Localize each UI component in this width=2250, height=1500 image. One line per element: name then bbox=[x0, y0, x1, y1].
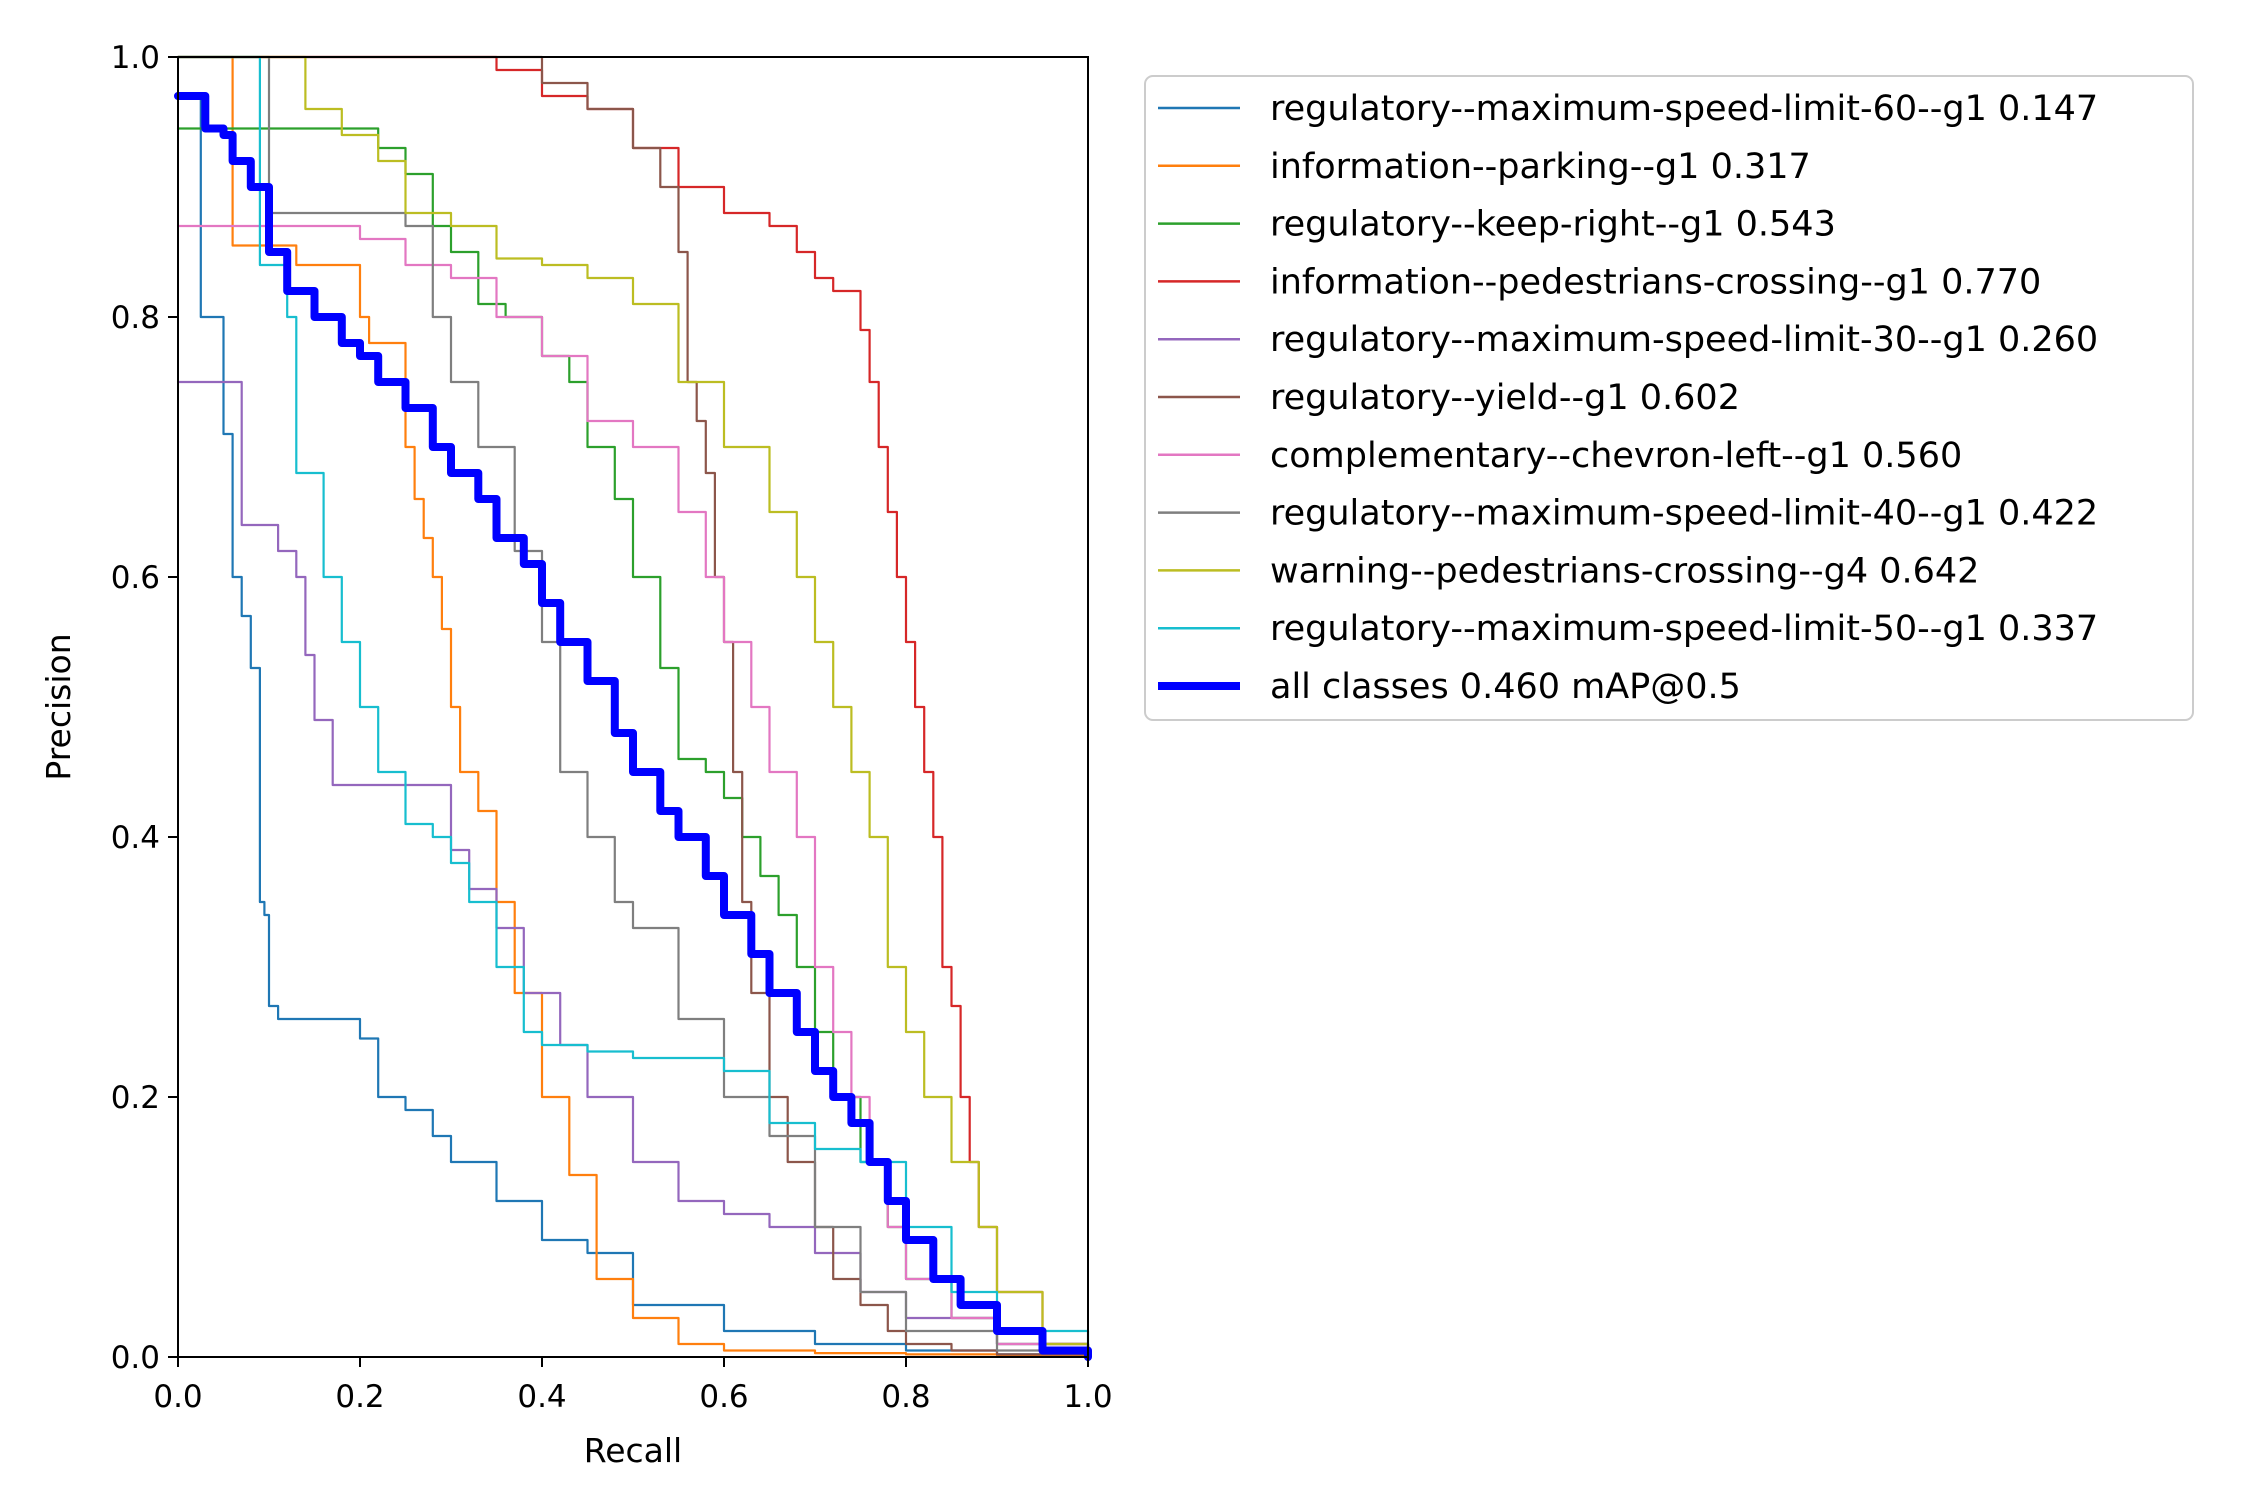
y-tick-label: 0.8 bbox=[111, 300, 160, 336]
x-tick-label: 0.2 bbox=[335, 1379, 384, 1415]
series-line-9 bbox=[176, 55, 1090, 1359]
series-line-2 bbox=[176, 55, 1090, 1359]
series-line-5 bbox=[176, 380, 1090, 1359]
series-line-7 bbox=[176, 224, 1090, 1359]
series-layer bbox=[174, 55, 1092, 1361]
x-axis: 0.0 0.2 0.4 0.6 0.8 1.0 bbox=[153, 1357, 1113, 1415]
plot-area bbox=[174, 55, 1092, 1361]
x-axis-label: Recall bbox=[584, 1431, 682, 1470]
legend-label: regulatory--maximum-speed-limit-40--g1 0… bbox=[1270, 494, 2098, 534]
plot-frame bbox=[177, 56, 1089, 1358]
legend-label: regulatory--maximum-speed-limit-30--g1 0… bbox=[1270, 320, 2098, 360]
legend-label: information--pedestrians-crossing--g1 0.… bbox=[1270, 262, 2041, 302]
legend-label: warning--pedestrians-crossing--g4 0.642 bbox=[1270, 551, 1979, 591]
legend-label: complementary--chevron-left--g1 0.560 bbox=[1270, 436, 1962, 476]
legend-frame bbox=[1144, 75, 2194, 721]
legend-label: regulatory--maximum-speed-limit-60--g1 0… bbox=[1270, 89, 2098, 129]
y-tick-label: 0.6 bbox=[111, 560, 160, 596]
y-axis: 0.0 0.2 0.4 0.6 0.8 1.0 bbox=[111, 40, 178, 1376]
series-line-1 bbox=[176, 94, 1090, 1359]
series-line-11 bbox=[174, 92, 1092, 1361]
x-tick-label: 0.0 bbox=[153, 1379, 202, 1415]
legend-label: all classes 0.460 mAP@0.5 bbox=[1270, 667, 1741, 707]
series-line-6 bbox=[176, 55, 1090, 1359]
y-tick-label: 0.4 bbox=[111, 820, 160, 856]
x-tick-label: 0.4 bbox=[517, 1379, 566, 1415]
series-line-10 bbox=[176, 55, 1090, 1359]
y-tick-label: 0.2 bbox=[111, 1080, 160, 1116]
y-tick-label: 0.0 bbox=[111, 1340, 160, 1376]
legend-label: information--parking--g1 0.317 bbox=[1270, 147, 1811, 187]
y-tick-label: 1.0 bbox=[111, 40, 160, 76]
legend-entries: regulatory--maximum-speed-limit-60--g1 0… bbox=[1158, 89, 2098, 707]
y-axis-label: Precision bbox=[39, 633, 78, 780]
x-tick-label: 0.6 bbox=[699, 1379, 748, 1415]
legend: regulatory--maximum-speed-limit-60--g1 0… bbox=[1144, 75, 2194, 721]
legend-label: regulatory--yield--g1 0.602 bbox=[1270, 378, 1740, 418]
series-line-8 bbox=[176, 55, 1090, 1359]
x-tick-label: 1.0 bbox=[1063, 1379, 1112, 1415]
x-tick-label: 0.8 bbox=[881, 1379, 930, 1415]
legend-label: regulatory--maximum-speed-limit-50--g1 0… bbox=[1270, 609, 2098, 649]
legend-label: regulatory--keep-right--g1 0.543 bbox=[1270, 205, 1836, 245]
